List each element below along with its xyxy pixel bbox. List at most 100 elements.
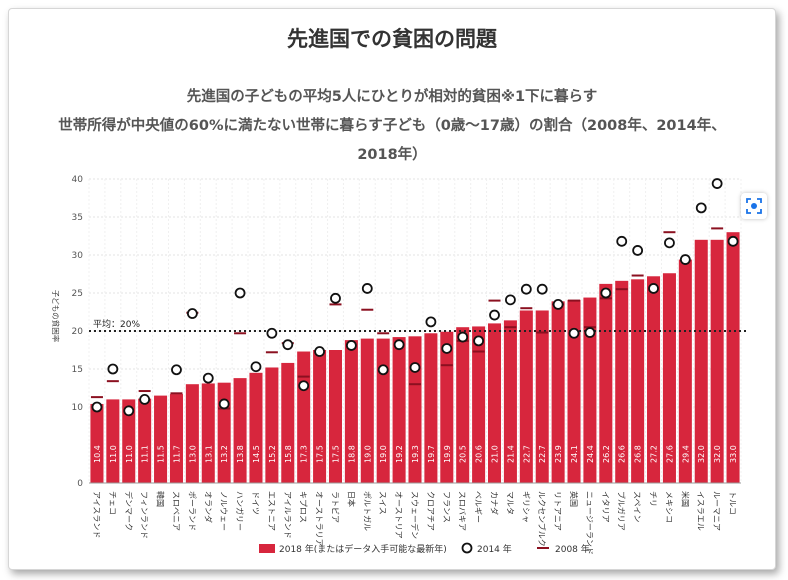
marker-2014 — [250, 361, 262, 373]
bar — [662, 273, 676, 483]
x-tick-label: アイスランド — [92, 491, 101, 538]
bar — [519, 310, 533, 483]
bar-value-label: 15.8 — [284, 445, 293, 463]
marker-2014 — [345, 340, 357, 351]
marker-2014 — [457, 331, 469, 343]
x-tick-label: フィンランド — [140, 491, 149, 539]
bar — [456, 327, 470, 483]
x-tick-label: 韓国 — [156, 491, 166, 507]
marker-2014 — [695, 202, 707, 214]
bar-value-label: 19.7 — [427, 445, 436, 463]
bar-value-label: 26.6 — [618, 445, 627, 463]
x-tick-label: イスラエル — [696, 491, 705, 531]
x-tick-label: スロバキア — [458, 491, 467, 531]
marker-2014 — [409, 362, 421, 373]
marker-2014 — [632, 245, 644, 256]
bar-value-label: 27.2 — [650, 445, 659, 463]
x-tick-label: 米国 — [680, 491, 690, 507]
bar — [710, 239, 724, 483]
bar-value-label: 26.8 — [634, 445, 643, 463]
bar-value-label: 21.4 — [506, 445, 515, 463]
bar — [567, 299, 581, 483]
bar-value-label: 19.9 — [443, 445, 452, 463]
bar-value-label: 32.0 — [697, 445, 706, 463]
marker-2014 — [648, 283, 659, 294]
bar — [90, 403, 104, 483]
legend-label-2014: 2014 年 — [477, 543, 512, 555]
bar — [647, 276, 661, 483]
bar — [503, 320, 517, 483]
bar — [472, 326, 486, 483]
y-tick-label: 20 — [72, 327, 84, 337]
marker-2014 — [282, 339, 294, 351]
x-tick-label: アイルランド — [283, 491, 292, 539]
bar — [122, 399, 136, 483]
bar — [583, 297, 597, 483]
bar — [233, 378, 247, 483]
x-tick-label: ラトビア — [330, 491, 339, 523]
legend-swatch-2018 — [259, 544, 275, 553]
bar-value-label: 11.7 — [172, 445, 181, 463]
x-tick-label: リトアニア — [553, 491, 562, 531]
chart-title: 先進国での貧困の問題 — [287, 27, 497, 51]
bar — [535, 310, 549, 483]
x-tick-label: イタリア — [601, 491, 610, 523]
x-tick-label: オランダ — [203, 491, 213, 523]
x-tick-label: ベルギー — [474, 491, 483, 523]
marker-2014 — [552, 298, 564, 310]
lens-scan-button[interactable] — [741, 193, 767, 219]
bar-value-label: 11.1 — [141, 445, 150, 463]
marker-2014 — [536, 283, 548, 295]
y-tick-label: 25 — [72, 289, 83, 299]
bar — [726, 232, 740, 483]
y-tick-label: 30 — [72, 251, 84, 261]
x-tick-label: フランス — [442, 491, 451, 523]
x-tick-label: クロアチア — [426, 491, 435, 531]
x-tick-label: ハンガリー — [235, 491, 245, 531]
legend-label-2018: 2018 年(またはデータ入手可能な最新年) — [279, 543, 447, 555]
bar-value-label: 19.2 — [395, 445, 404, 463]
y-tick-label: 0 — [77, 479, 83, 489]
lens-scan-icon — [746, 198, 762, 214]
x-tick-label: スイス — [378, 491, 387, 515]
marker-2014 — [298, 380, 310, 392]
x-tick-label: チリ — [649, 491, 658, 507]
x-tick-label: カナダ — [490, 491, 500, 515]
y-axis-label: 子どもの貧困率 — [51, 290, 61, 343]
marker-2014 — [473, 335, 485, 347]
bar — [678, 259, 692, 483]
average-label: 平均：20% — [93, 318, 140, 330]
bar — [551, 301, 565, 483]
marker-2014 — [123, 405, 135, 417]
bar — [106, 399, 120, 483]
bar-value-label: 21.0 — [491, 445, 500, 463]
bar — [217, 382, 231, 483]
bar — [201, 383, 215, 483]
x-tick-label: ブルガリア — [617, 491, 627, 531]
bar-value-label: 11.0 — [125, 445, 134, 463]
marker-2014 — [727, 235, 739, 247]
bar-value-label: 13.8 — [236, 445, 245, 463]
bar-value-label: 19.0 — [379, 445, 388, 463]
marker-2014 — [377, 364, 389, 376]
y-tick-label: 10 — [72, 403, 84, 413]
bar-value-label: 13.1 — [204, 445, 213, 463]
bar — [392, 337, 406, 483]
legend-marker-2014 — [461, 542, 473, 554]
x-tick-label: エストニア — [267, 491, 276, 531]
bar-value-label: 10.4 — [93, 445, 102, 463]
bar-value-label: 18.8 — [347, 445, 356, 463]
bar — [169, 394, 183, 483]
x-tick-label: ポーランド — [187, 491, 196, 531]
y-tick-label: 35 — [72, 213, 83, 223]
bar — [265, 367, 279, 483]
bar-value-label: 26.2 — [602, 445, 611, 463]
x-tick-label: キプロス — [299, 491, 308, 523]
bar — [424, 333, 438, 483]
bar — [694, 239, 708, 483]
marker-2014 — [616, 235, 628, 247]
bar — [249, 372, 263, 483]
bar-value-label: 24.4 — [586, 445, 595, 463]
bar-value-label: 13.0 — [188, 445, 197, 463]
bar-value-label: 14.5 — [252, 445, 261, 463]
